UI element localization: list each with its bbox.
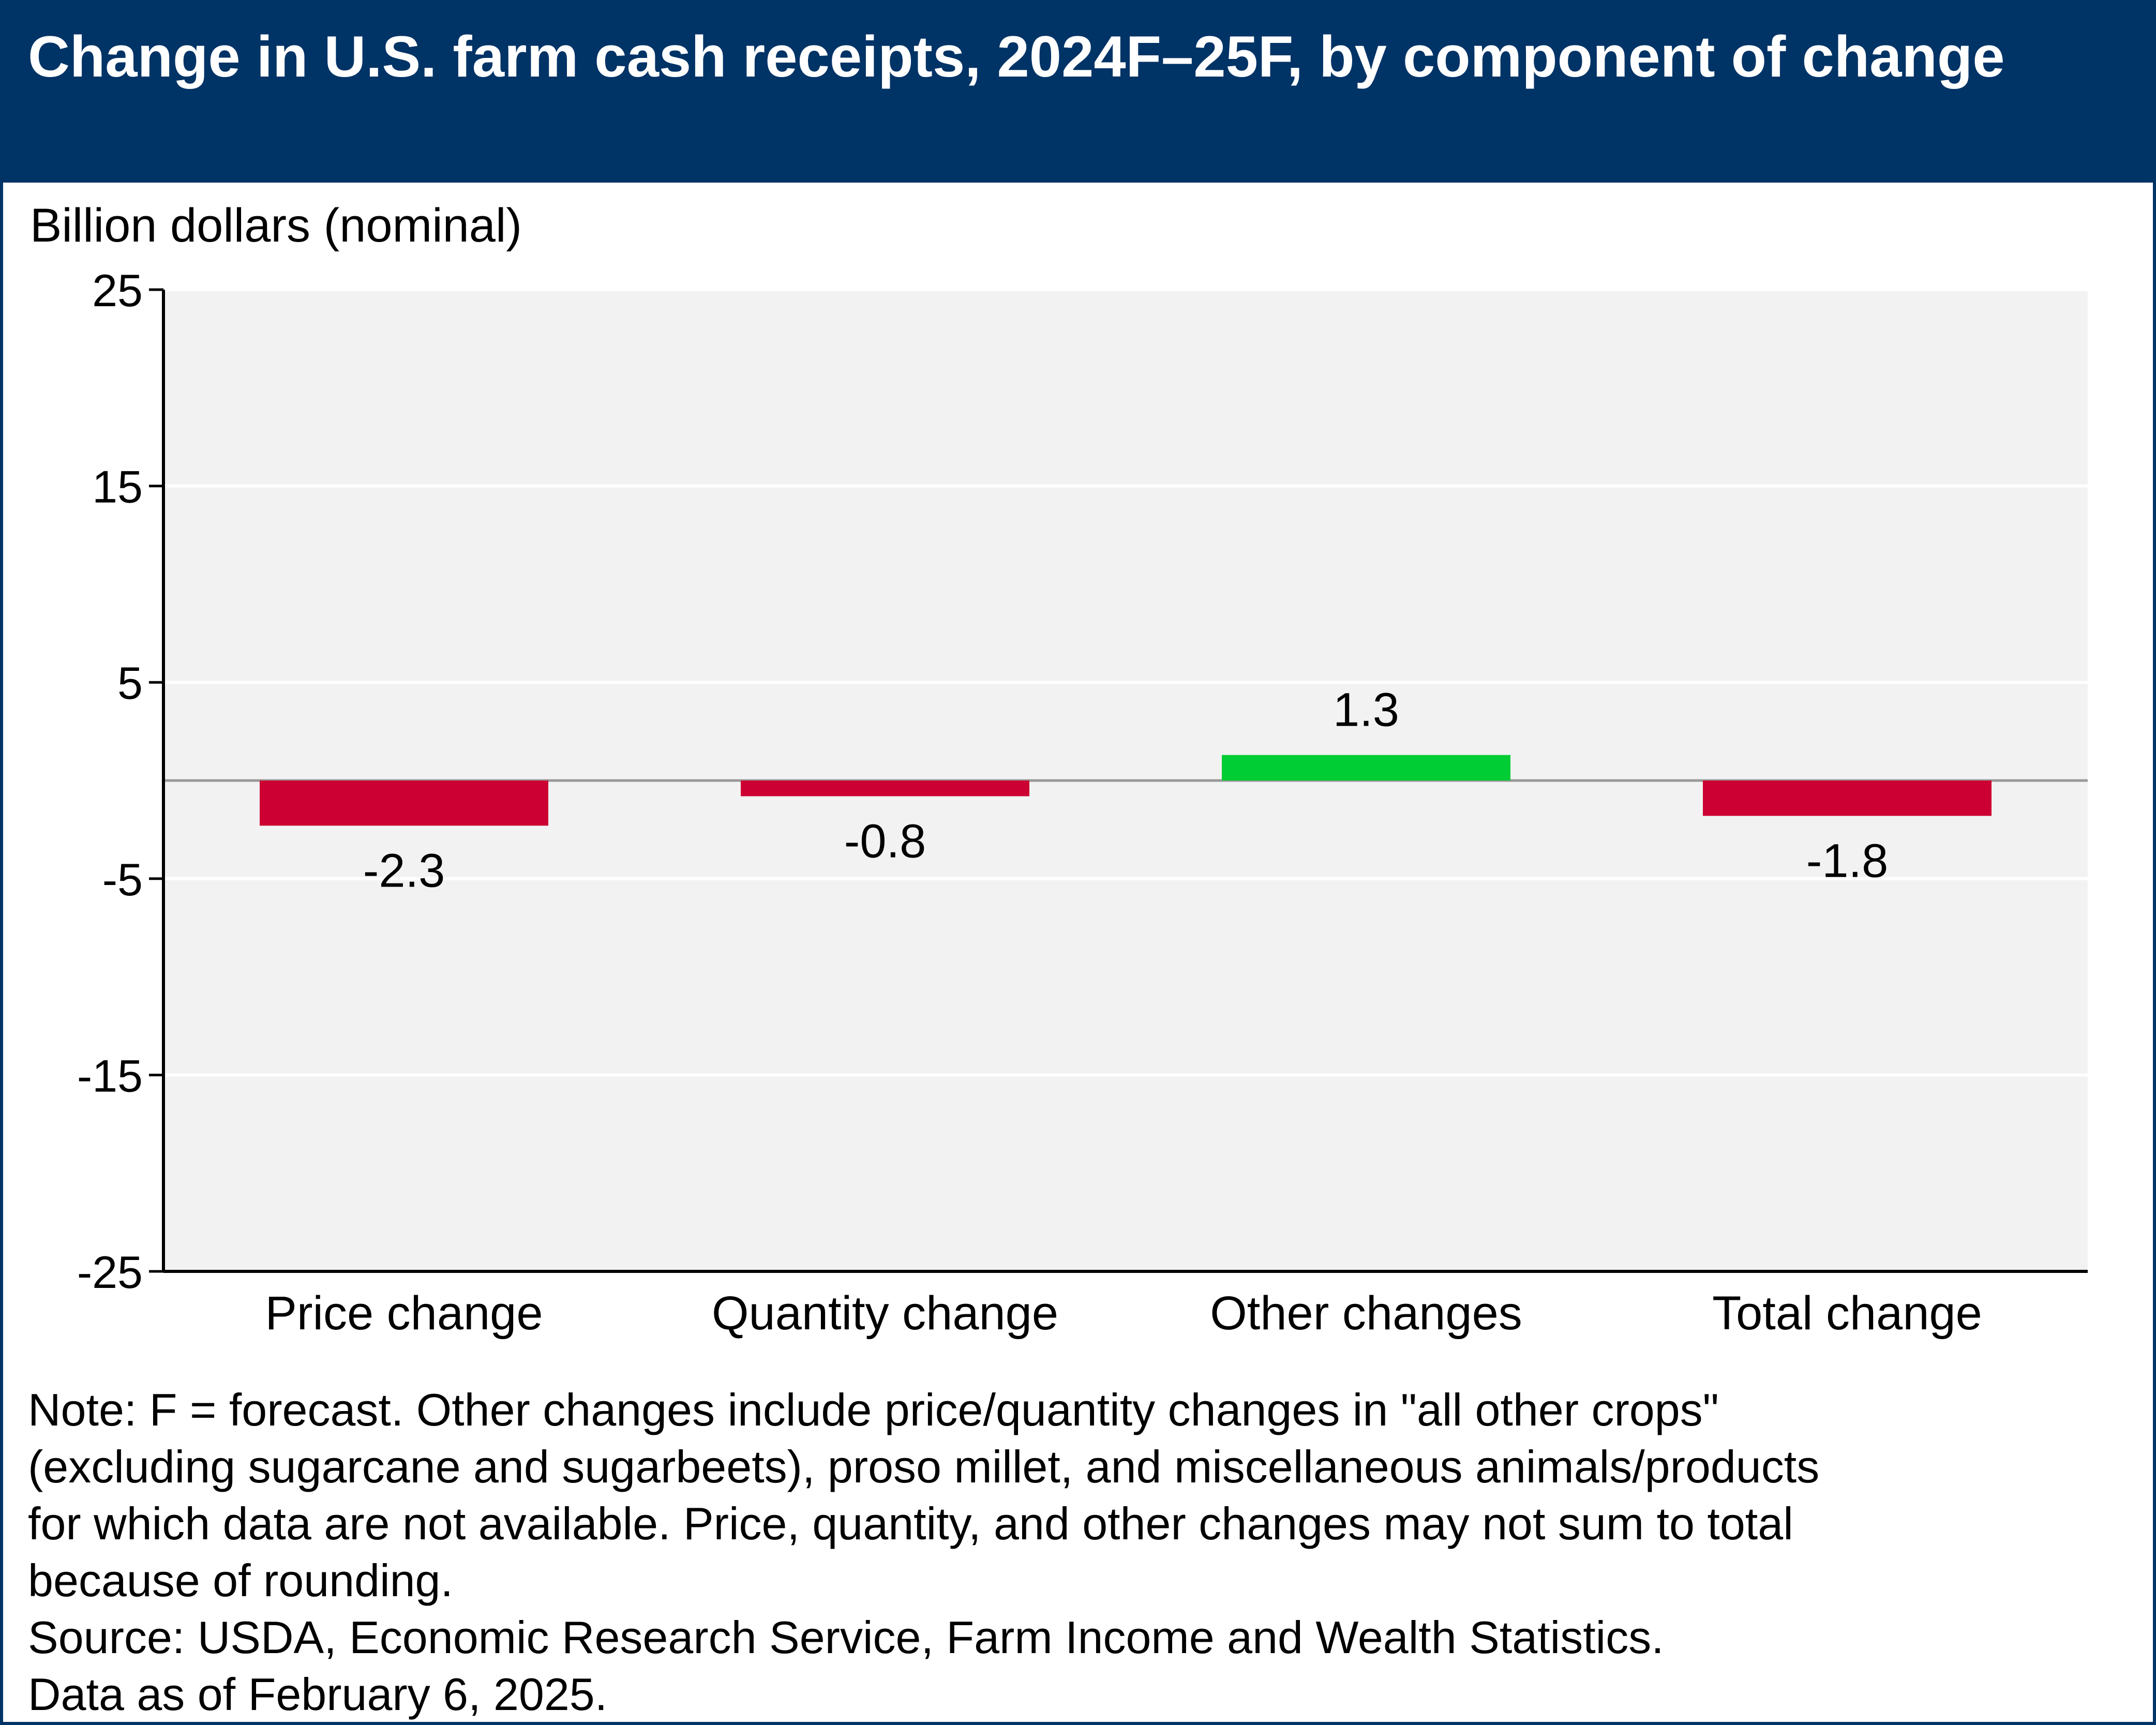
data-date-line: Data as of February 6, 2025.: [28, 1669, 608, 1720]
y-tick-label: -15: [77, 1050, 143, 1101]
y-tick-label: -5: [102, 854, 143, 905]
note-line: because of rounding.: [28, 1555, 453, 1606]
x-category-label: Quantity change: [712, 1287, 1058, 1340]
bar: [741, 781, 1029, 797]
x-category-label: Price change: [265, 1287, 543, 1340]
y-tick-label: 15: [92, 461, 143, 513]
x-category-label: Total change: [1712, 1287, 1982, 1340]
data-label: -2.3: [363, 844, 445, 897]
note-line: (excluding sugarcane and sugarbeets), pr…: [28, 1441, 1820, 1492]
bar-chart: 25 15 5 -5 -15 -25 -2.3 Price change -0.8 Quantit…: [77, 265, 2088, 1340]
title-banner: Change in U.S. farm cash receipts, 2024F…: [3, 3, 2153, 183]
y-tick-label: 25: [92, 265, 143, 316]
data-label: -1.8: [1806, 834, 1889, 887]
bar: [1703, 781, 1992, 816]
footnotes: Note: F = forecast. Other changes includ…: [28, 1382, 2138, 1723]
chart-title: Change in U.S. farm cash receipts, 2024F…: [28, 24, 2005, 89]
y-tick-label: 5: [117, 657, 143, 709]
data-label: -0.8: [844, 815, 926, 867]
y-tick-label: -25: [77, 1247, 143, 1298]
note-line: Note: F = forecast. Other changes includ…: [28, 1384, 1719, 1435]
bar: [260, 781, 548, 826]
note-line: for which data are not available. Price,…: [28, 1498, 1793, 1549]
x-category-label: Other changes: [1210, 1287, 1522, 1340]
source-line: Source: USDA, Economic Research Service,…: [28, 1612, 1664, 1663]
data-label: 1.3: [1333, 684, 1399, 737]
y-axis-title: Billion dollars (nominal): [30, 199, 522, 252]
bar: [1222, 755, 1510, 781]
